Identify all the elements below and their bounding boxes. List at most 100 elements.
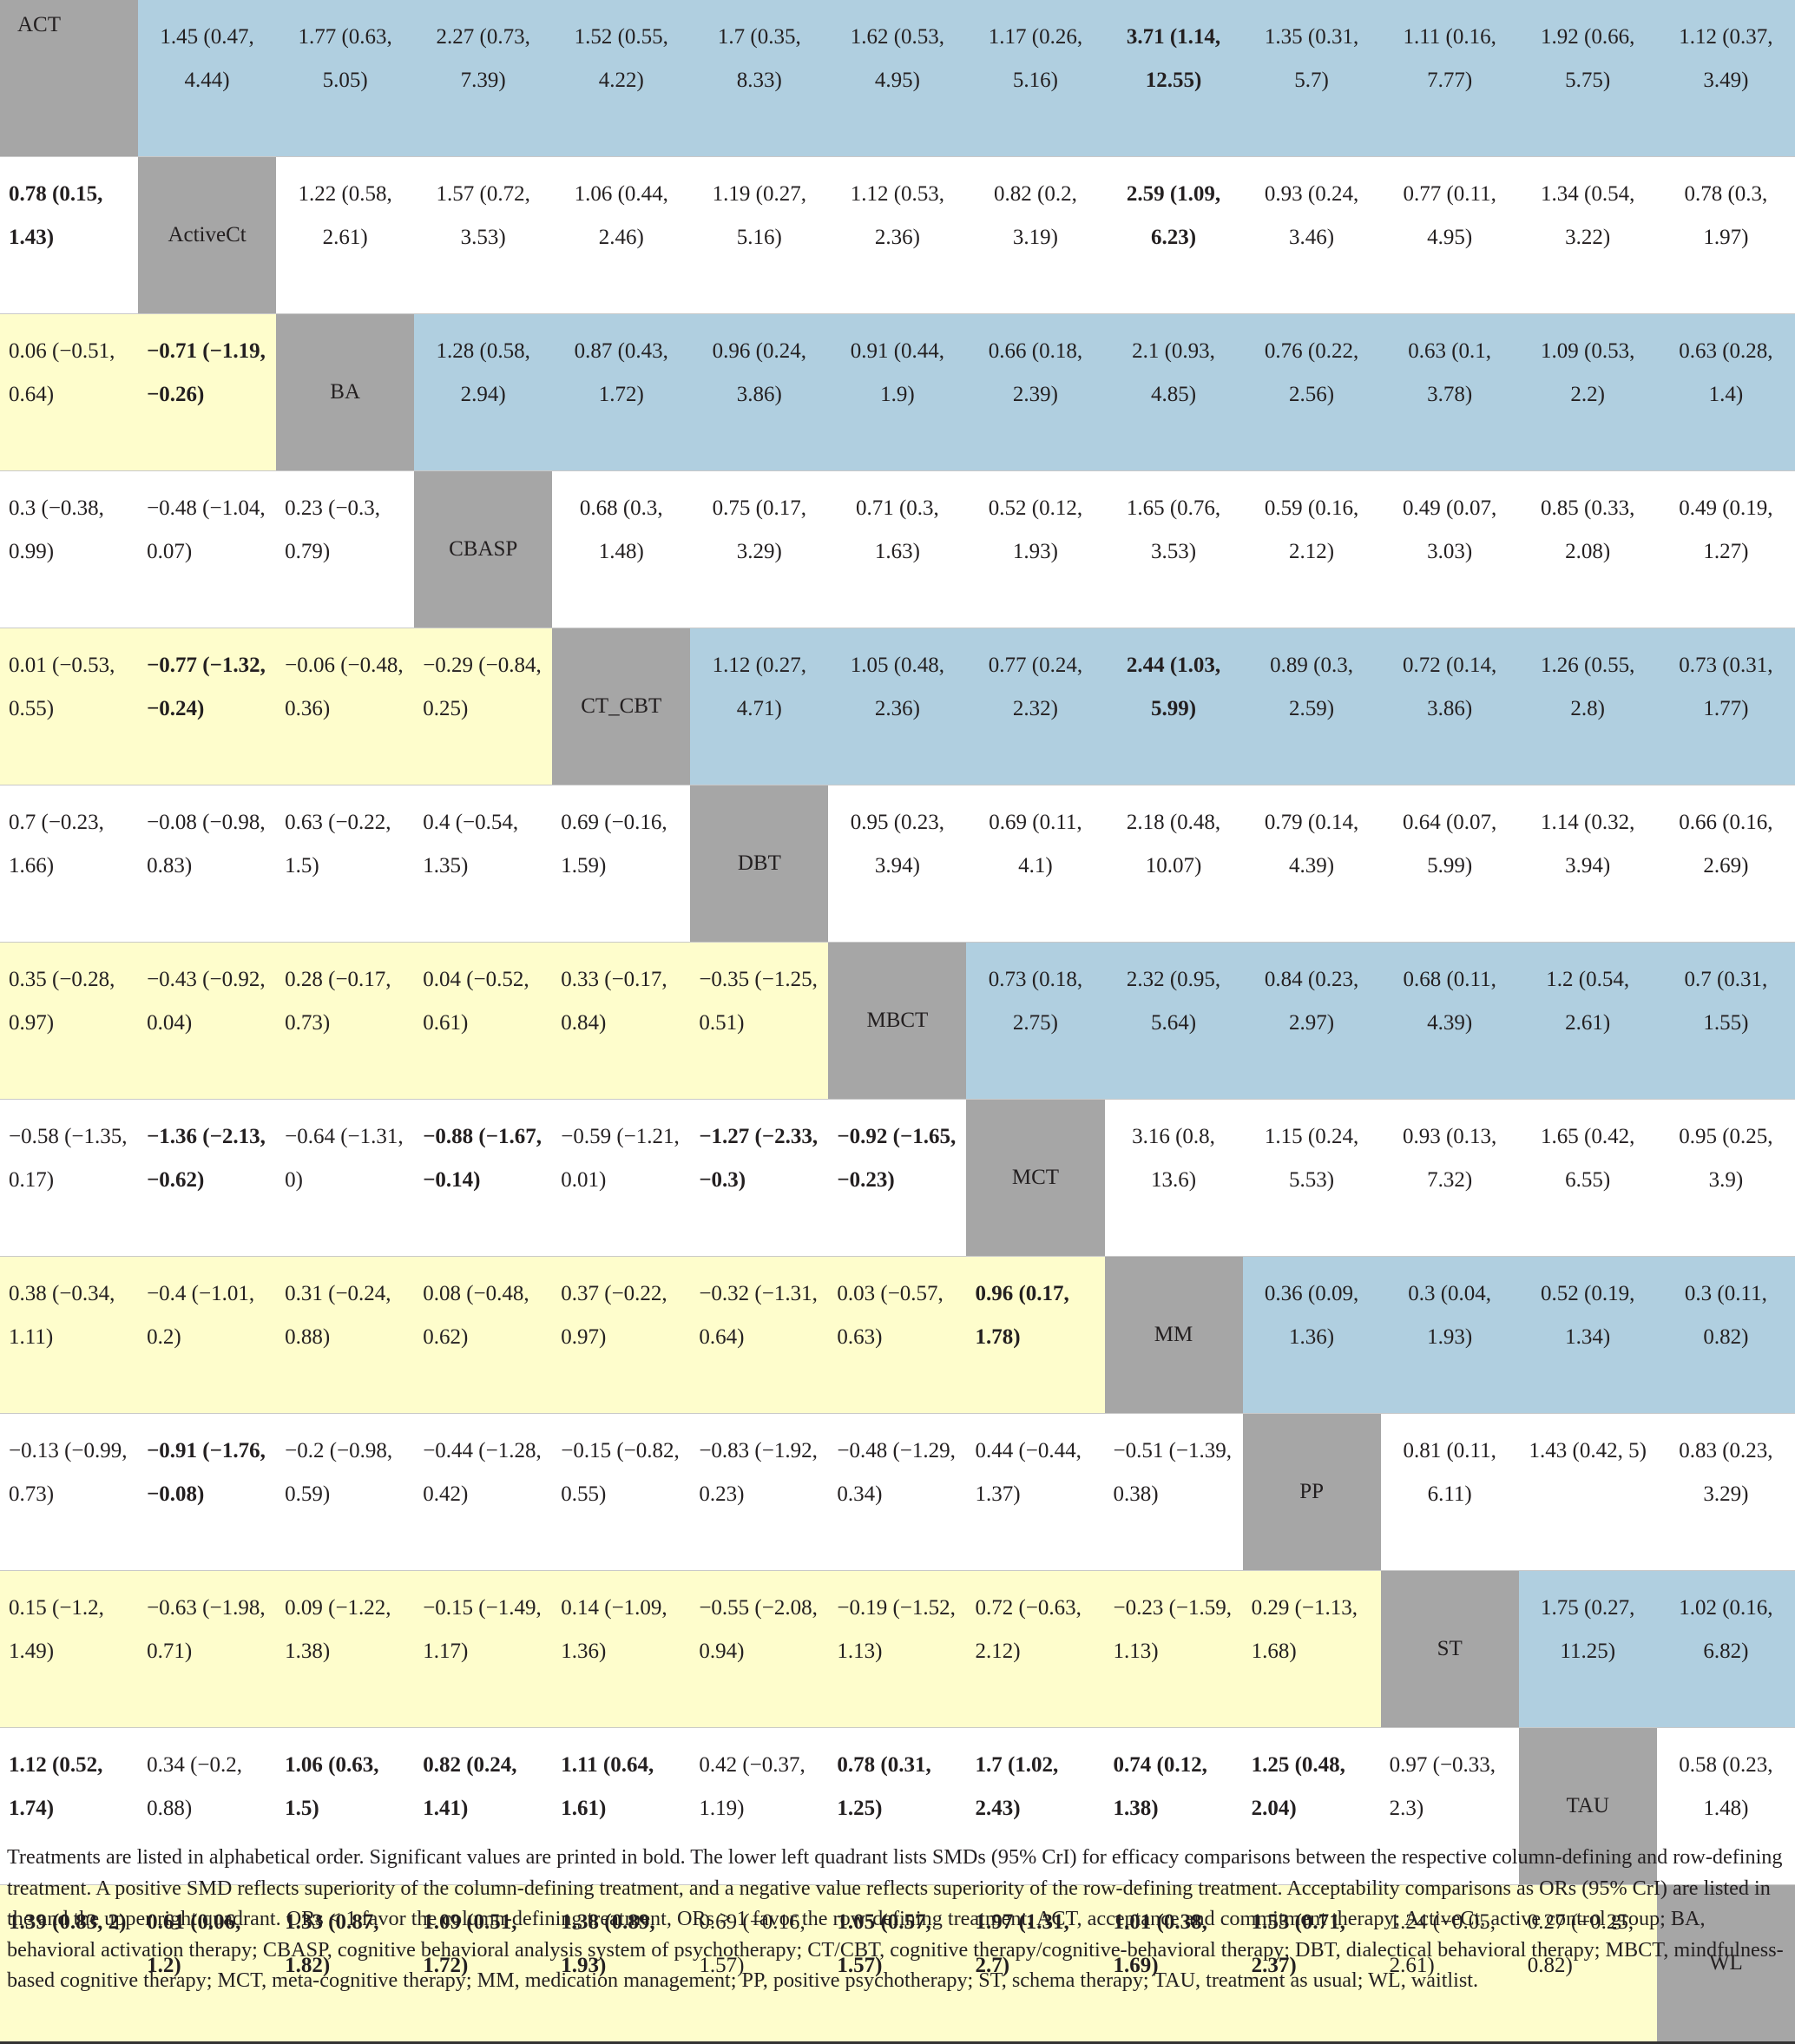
or-cell: 2.44 (1.03, 5.99): [1104, 628, 1243, 785]
or-cell: 0.59 (0.16, 2.12): [1242, 470, 1381, 628]
or-cell: 1.15 (0.24, 5.53): [1242, 1099, 1381, 1257]
smd-cell: 0.69 (−0.16, 1.59): [552, 785, 691, 943]
smd-cell: 0.42 (−0.37, 1.19): [690, 1727, 829, 1885]
smd-cell: 0.33 (−0.17, 0.84): [552, 942, 691, 1100]
table-row: 0.78 (0.15, 1.43) ActiveCt 1.22 (0.58, 2.6…: [0, 156, 1795, 314]
smd-cell: 0.01 (−0.53, 0.55): [0, 628, 139, 785]
smd-cell: −0.2 (−0.98, 0.59): [276, 1413, 415, 1571]
smd-cell: 1.7 (1.02, 2.43): [966, 1727, 1105, 1885]
smd-cell: 0.69 (−0.16, 1.57): [690, 1884, 829, 2043]
smd-cell: −1.36 (−2.13, −0.62): [138, 1099, 277, 1257]
smd-cell: 1.05 (0.57, 1.57): [828, 1884, 967, 2043]
smd-cell: −0.13 (−0.99, 0.73): [0, 1413, 139, 1571]
or-cell: 0.73 (0.31, 1.77): [1656, 628, 1795, 785]
smd-cell: −0.29 (−0.84, 0.25): [414, 628, 553, 785]
smd-cell: 0.78 (0.15, 1.43): [0, 156, 139, 314]
or-cell: 0.83 (0.23, 3.29): [1656, 1413, 1795, 1571]
or-cell: 0.73 (0.18, 2.75): [966, 942, 1105, 1100]
or-cell: 0.81 (0.11, 6.11): [1380, 1413, 1519, 1571]
smd-cell: −0.77 (−1.32, −0.24): [138, 628, 277, 785]
or-cell: 0.3 (0.04, 1.93): [1380, 1256, 1519, 1414]
table-row: ACT 1.45 (0.47, 4.44) 1.77 (0.63, 5.05) 2.2…: [0, 0, 1795, 157]
or-cell: 1.11 (0.16, 7.77): [1380, 0, 1519, 157]
table-row: −0.58 (−1.35, 0.17) −1.36 (−2.13, −0.62) −…: [0, 1099, 1795, 1257]
diagonal-treatment-label: ACT: [0, 0, 139, 157]
diagonal-treatment-label: DBT: [690, 785, 829, 943]
table-row: 0.3 (−0.38, 0.99) −0.48 (−1.04, 0.07) 0.23…: [0, 470, 1795, 628]
table-row: 0.01 (−0.53, 0.55) −0.77 (−1.32, −0.24) −0…: [0, 628, 1795, 785]
or-cell: 0.63 (0.28, 1.4): [1656, 313, 1795, 471]
smd-cell: 0.04 (−0.52, 0.61): [414, 942, 553, 1100]
smd-cell: 1.97 (1.31, 2.7): [966, 1884, 1105, 2043]
or-cell: 0.52 (0.19, 1.34): [1518, 1256, 1657, 1414]
smd-cell: −0.44 (−1.28, 0.42): [414, 1413, 553, 1571]
or-cell: 0.52 (0.12, 1.93): [966, 470, 1105, 628]
smd-cell: 0.09 (−1.22, 1.38): [276, 1570, 415, 1728]
diagonal-treatment-label: PP: [1242, 1413, 1381, 1571]
smd-cell: −0.32 (−1.31, 0.64): [690, 1256, 829, 1414]
smd-cell: −0.63 (−1.98, 0.71): [138, 1570, 277, 1728]
or-cell: 2.59 (1.09, 6.23): [1104, 156, 1243, 314]
or-cell: 0.72 (0.14, 3.86): [1380, 628, 1519, 785]
smd-cell: −0.59 (−1.21, 0.01): [552, 1099, 691, 1257]
table-footnote: Treatments are listed in alphabetical or…: [7, 1845, 1784, 1992]
or-cell: 0.36 (0.09, 1.36): [1242, 1256, 1381, 1414]
smd-cell: −0.43 (−0.92, 0.04): [138, 942, 277, 1100]
or-cell: 0.7 (0.31, 1.55): [1656, 942, 1795, 1100]
or-cell: 0.49 (0.07, 3.03): [1380, 470, 1519, 628]
or-cell: 0.63 (0.1, 3.78): [1380, 313, 1519, 471]
smd-cell: −0.88 (−1.67, −0.14): [414, 1099, 553, 1257]
smd-cell: −0.92 (−1.65, −0.23): [828, 1099, 967, 1257]
or-cell: 1.06 (0.44, 2.46): [552, 156, 691, 314]
or-cell: 0.69 (0.11, 4.1): [966, 785, 1105, 943]
smd-cell: 1.38 (0.89, 1.93): [552, 1884, 691, 2043]
smd-cell: −0.48 (−1.04, 0.07): [138, 470, 277, 628]
smd-cell: 0.78 (0.31, 1.25): [828, 1727, 967, 1885]
or-cell: 1.26 (0.55, 2.8): [1518, 628, 1657, 785]
smd-cell: 1.24 (−0.05, 2.61): [1380, 1884, 1519, 2043]
smd-cell: 0.44 (−0.44, 1.37): [966, 1413, 1105, 1571]
table-row: 1.12 (0.52, 1.74) 0.34 (−0.2, 0.88) 1.06 (…: [0, 1727, 1795, 1885]
or-cell: 1.28 (0.58, 2.94): [414, 313, 553, 471]
smd-cell: 0.08 (−0.48, 0.62): [414, 1256, 553, 1414]
smd-cell: 0.03 (−0.57, 0.63): [828, 1256, 967, 1414]
or-cell: 1.45 (0.47, 4.44): [138, 0, 277, 157]
or-cell: 0.89 (0.3, 2.59): [1242, 628, 1381, 785]
or-cell: 0.93 (0.24, 3.46): [1242, 156, 1381, 314]
or-cell: 0.66 (0.16, 2.69): [1656, 785, 1795, 943]
smd-cell: 1.09 (0.51, 1.72): [414, 1884, 553, 2043]
smd-cell: −0.55 (−2.08, 0.94): [690, 1570, 829, 1728]
diagonal-treatment-label: BA: [276, 313, 415, 471]
or-cell: 1.12 (0.53, 2.36): [828, 156, 967, 314]
smd-cell: −0.4 (−1.01, 0.2): [138, 1256, 277, 1414]
or-cell: 2.32 (0.95, 5.64): [1104, 942, 1243, 1100]
smd-cell: −0.64 (−1.31, 0): [276, 1099, 415, 1257]
or-cell: 1.62 (0.53, 4.95): [828, 0, 967, 157]
or-cell: 1.52 (0.55, 4.22): [552, 0, 691, 157]
smd-cell: 0.38 (−0.34, 1.11): [0, 1256, 139, 1414]
smd-cell: 0.96 (0.17, 1.78): [966, 1256, 1105, 1414]
or-cell: 0.75 (0.17, 3.29): [690, 470, 829, 628]
smd-cell: 0.82 (0.24, 1.41): [414, 1727, 553, 1885]
or-cell: 3.71 (1.14, 12.55): [1104, 0, 1243, 157]
or-cell: 1.12 (0.27, 4.71): [690, 628, 829, 785]
or-cell: 0.3 (0.11, 0.82): [1656, 1256, 1795, 1414]
smd-cell: −0.23 (−1.59, 1.13): [1104, 1570, 1243, 1728]
or-cell: 1.7 (0.35, 8.33): [690, 0, 829, 157]
or-cell: 1.09 (0.53, 2.2): [1518, 313, 1657, 471]
diagonal-treatment-label: MCT: [966, 1099, 1105, 1257]
smd-cell: 0.3 (−0.38, 0.99): [0, 470, 139, 628]
smd-cell: 0.14 (−1.09, 1.36): [552, 1570, 691, 1728]
or-cell: 1.12 (0.37, 3.49): [1656, 0, 1795, 157]
smd-cell: 1.11 (0.64, 1.61): [552, 1727, 691, 1885]
smd-cell: 1.12 (0.52, 1.74): [0, 1727, 139, 1885]
smd-cell: 0.15 (−1.2, 1.49): [0, 1570, 139, 1728]
or-cell: 0.82 (0.2, 3.19): [966, 156, 1105, 314]
or-cell: 0.68 (0.11, 4.39): [1380, 942, 1519, 1100]
smd-cell: −0.06 (−0.48, 0.36): [276, 628, 415, 785]
smd-cell: −0.35 (−1.25, 0.51): [690, 942, 829, 1100]
smd-cell: 1.06 (0.63, 1.5): [276, 1727, 415, 1885]
diagonal-treatment-label: TAU: [1518, 1727, 1657, 1885]
or-cell: 0.96 (0.24, 3.86): [690, 313, 829, 471]
smd-cell: 0.61 (0.06, 1.2): [138, 1884, 277, 2043]
